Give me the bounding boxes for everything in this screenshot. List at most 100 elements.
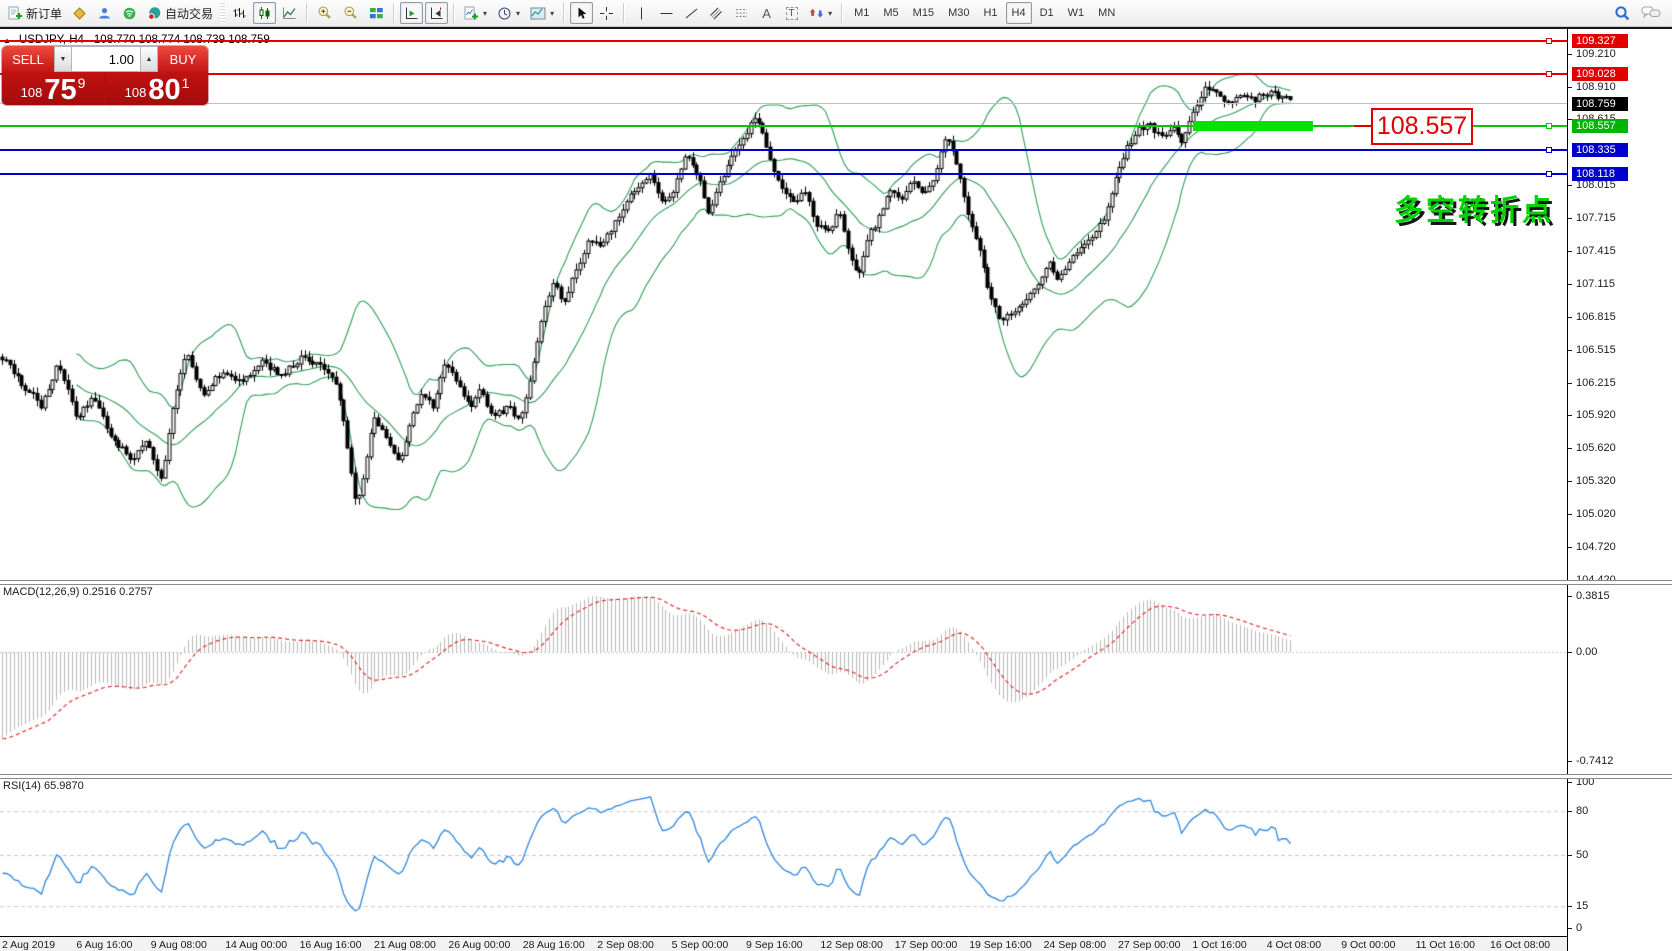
- vertical-line-icon: [634, 6, 649, 21]
- rsi-pane[interactable]: RSI(14) 65.9870: [0, 777, 1567, 937]
- sell-price-big: 108: [20, 85, 43, 100]
- line-chart-button[interactable]: [278, 2, 301, 24]
- buy-button[interactable]: BUY: [158, 46, 208, 72]
- line-handle[interactable]: [1546, 170, 1552, 177]
- arrows-caret[interactable]: ▾: [828, 8, 833, 18]
- cursor-icon: [574, 6, 589, 21]
- axis-tick-label: -0.7412: [1576, 754, 1614, 767]
- bid-price-label[interactable]: 108.759: [1572, 96, 1628, 111]
- text-tool-button[interactable]: A: [755, 2, 778, 24]
- axis-tick-label: 50: [1576, 849, 1589, 861]
- resistance-price-label[interactable]: 109.028: [1572, 67, 1628, 82]
- axis-tick-label: 105.920: [1576, 409, 1616, 422]
- support-line-108.118[interactable]: [0, 172, 1567, 175]
- price-callout-box[interactable]: 108.557: [1371, 108, 1473, 145]
- timeframe-button-H1[interactable]: H1: [983, 7, 998, 19]
- buy-quote[interactable]: 108 80 1: [106, 72, 208, 105]
- timeframe-button-M5[interactable]: M5: [883, 7, 899, 19]
- axis-tick-mark: [1568, 86, 1572, 88]
- time-label: 19 Sep 16:00: [969, 939, 1032, 951]
- candlestick-chart-button[interactable]: [253, 2, 277, 24]
- new-order-button[interactable]: 新订单: [4, 2, 66, 24]
- indicators-button[interactable]: ▾: [460, 2, 491, 24]
- periods-caret[interactable]: ▾: [516, 8, 521, 18]
- sell-quote[interactable]: 108 75 9: [2, 72, 104, 105]
- macd-pane[interactable]: MACD(12,26,9) 0.2516 0.2757: [0, 583, 1567, 774]
- zoom-out-icon: [343, 5, 359, 21]
- turning-point-annotation[interactable]: 多空转折点: [1394, 193, 1555, 227]
- support-price-label[interactable]: 108.335: [1572, 143, 1628, 158]
- time-label: 9 Sep 16:00: [746, 939, 803, 951]
- clock-icon: [497, 6, 512, 21]
- axis-tick-mark: [1568, 251, 1572, 253]
- label-tool-button[interactable]: T: [780, 2, 803, 24]
- support-price-label[interactable]: 108.557: [1572, 118, 1628, 133]
- line-handle[interactable]: [1546, 71, 1552, 78]
- timeframe-button-M1[interactable]: M1: [854, 7, 870, 19]
- templates-caret[interactable]: ▾: [550, 8, 555, 18]
- zoom-out-button[interactable]: [339, 2, 363, 24]
- tile-windows-button[interactable]: [365, 2, 388, 24]
- line-handle[interactable]: [1546, 122, 1552, 129]
- price-axis[interactable]: 109.210108.910108.615108.015107.715107.4…: [1567, 29, 1672, 951]
- mql5-community-button[interactable]: [93, 2, 116, 24]
- trendline-button[interactable]: [680, 2, 703, 24]
- cursor-button[interactable]: [570, 2, 594, 24]
- axis-tick-label: 109.210: [1576, 48, 1616, 61]
- text-tool-icon: A: [762, 5, 771, 21]
- autotrading-button[interactable]: 自动交易: [143, 2, 217, 24]
- axis-tick-mark: [1568, 185, 1572, 187]
- trendline-icon: [684, 6, 699, 21]
- top-toolbar: 新订单 自动交易 ▾ ▾ ▾ A T ▾: [0, 0, 1672, 27]
- chat-button[interactable]: [1637, 2, 1665, 24]
- buy-price-sup: 1: [181, 75, 190, 91]
- timeframe-button-MN[interactable]: MN: [1098, 7, 1116, 19]
- time-axis[interactable]: 2 Aug 2019 6 Aug 16:00 9 Aug 08:00 14 Aug 0…: [0, 937, 1672, 951]
- resistance-line-109.327[interactable]: [0, 40, 1567, 43]
- support-line-108.557[interactable]: [0, 124, 1567, 127]
- horizontal-line-button[interactable]: [655, 2, 678, 24]
- sell-button[interactable]: SELL: [2, 46, 54, 72]
- search-button[interactable]: [1610, 2, 1635, 24]
- crosshair-button[interactable]: [595, 2, 618, 24]
- timeframe-button-H4[interactable]: H4: [1005, 2, 1032, 24]
- pane-splitter-2[interactable]: [0, 774, 1672, 779]
- timeframe-button-M30[interactable]: M30: [948, 7, 970, 19]
- zoom-in-button[interactable]: [313, 2, 337, 24]
- volume-decrease-button[interactable]: ▼: [54, 46, 72, 72]
- macd-label: MACD(12,26,9) 0.2516 0.2757: [3, 586, 153, 598]
- fibonacci-button[interactable]: [730, 2, 753, 24]
- pane-splitter-1[interactable]: [0, 580, 1672, 585]
- chart-shift-button[interactable]: [425, 2, 449, 24]
- horizontal-line-icon: [659, 6, 674, 21]
- resistance-line-109.028[interactable]: [0, 73, 1567, 76]
- bid-line-108.759[interactable]: [0, 103, 1567, 105]
- support-highlight-bar[interactable]: [1193, 120, 1313, 131]
- axis-tick-mark: [1568, 481, 1572, 483]
- indicators-caret[interactable]: ▾: [483, 8, 488, 18]
- periods-button[interactable]: ▾: [493, 2, 524, 24]
- axis-tick-mark: [1568, 119, 1572, 121]
- resistance-price-label[interactable]: 109.327: [1572, 34, 1628, 49]
- metaeditor-button[interactable]: [68, 2, 91, 24]
- axis-tick-label: 106.215: [1576, 376, 1616, 389]
- equidistant-channel-button[interactable]: [705, 2, 728, 24]
- support-line-108.335[interactable]: [0, 149, 1567, 152]
- line-handle[interactable]: [1546, 147, 1552, 154]
- arrows-icon: [809, 6, 824, 21]
- auto-scroll-button[interactable]: [400, 2, 424, 24]
- volume-increase-button[interactable]: ▲: [140, 46, 158, 72]
- volume-input[interactable]: [72, 46, 140, 72]
- templates-button[interactable]: ▾: [526, 2, 558, 24]
- arrows-tool-button[interactable]: ▾: [805, 2, 836, 24]
- main-price-pane[interactable]: ▲ USDJPY, H4 108.770 108.774 108.739 108…: [0, 31, 1567, 580]
- one-click-collapse-icon[interactable]: ▲: [3, 36, 11, 45]
- signals-button[interactable]: [118, 2, 141, 24]
- vertical-line-button[interactable]: [630, 2, 653, 24]
- line-handle[interactable]: [1546, 38, 1552, 45]
- timeframe-button-M15[interactable]: M15: [912, 7, 935, 19]
- bar-chart-button[interactable]: [228, 2, 251, 24]
- support-price-label[interactable]: 108.118: [1572, 166, 1628, 181]
- timeframe-button-D1[interactable]: D1: [1039, 7, 1054, 19]
- timeframe-button-W1[interactable]: W1: [1067, 7, 1085, 19]
